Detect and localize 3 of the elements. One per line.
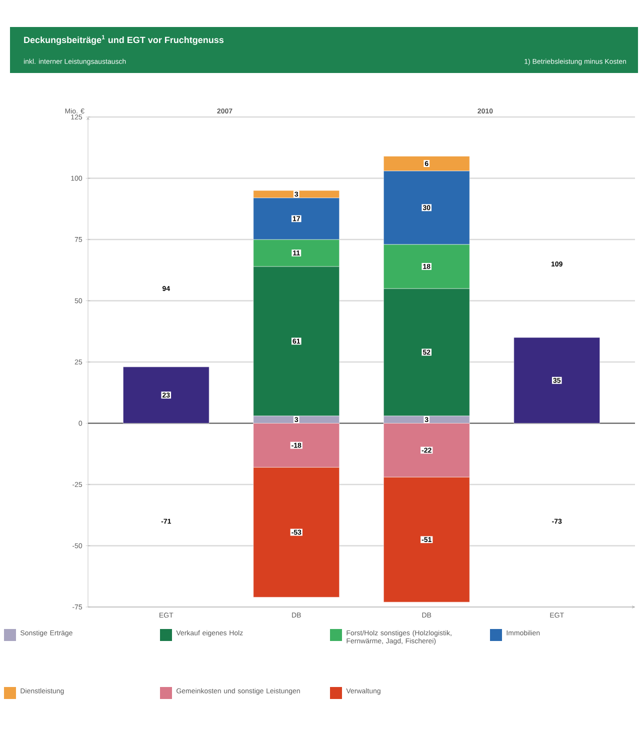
bar: [514, 337, 600, 424]
chart-title: Deckungsbeiträge$^{1}$ und EGT vor Fruchtgenuss: [24, 35, 224, 45]
bar: [123, 366, 210, 424]
